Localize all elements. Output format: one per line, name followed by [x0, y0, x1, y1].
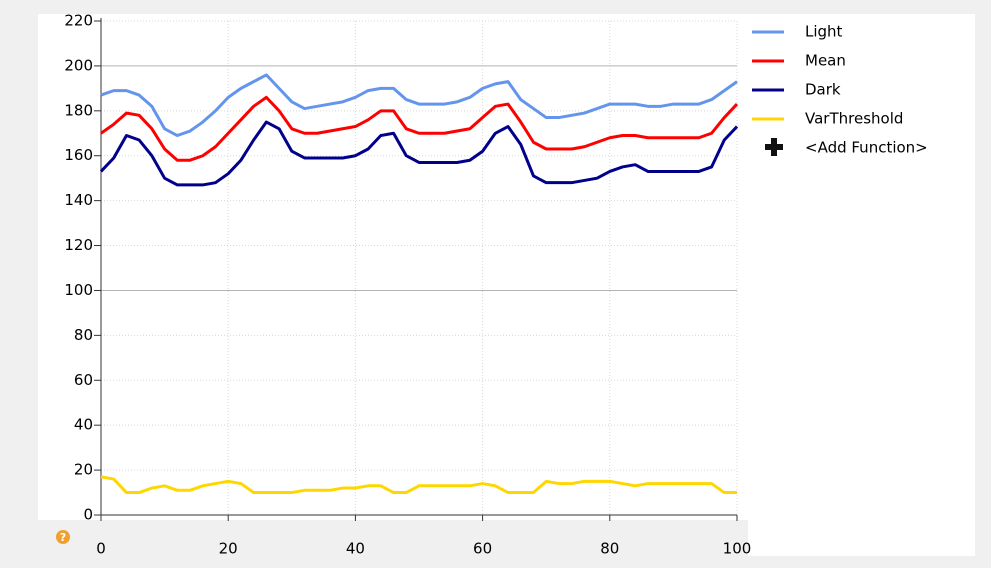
y-tick-label: 180 — [64, 101, 93, 119]
x-tick-label: 100 — [723, 540, 752, 558]
y-tick-label: 140 — [64, 191, 93, 209]
legend-label: Mean — [805, 52, 846, 70]
plot-panel — [38, 14, 748, 520]
y-tick-label: 20 — [74, 461, 93, 479]
x-tick-label: 80 — [600, 540, 619, 558]
y-tick-label: 60 — [74, 371, 93, 389]
x-tick-label: 40 — [346, 540, 365, 558]
legend-label: Light — [805, 23, 843, 41]
add-icon[interactable] — [765, 138, 783, 156]
x-tick-label: 60 — [473, 540, 492, 558]
help-icon-text: ? — [60, 531, 66, 544]
series-line — [99, 120, 739, 187]
legend-label: Dark — [805, 81, 841, 99]
y-tick-label: 160 — [64, 146, 93, 164]
legend-panel — [748, 14, 975, 556]
series-line — [100, 73, 738, 138]
y-tick-label: 120 — [64, 236, 93, 254]
y-tick-label: 80 — [74, 326, 93, 344]
help-icon[interactable] — [56, 530, 70, 544]
y-tick-label: 0 — [83, 506, 93, 524]
legend-label: VarThreshold — [805, 110, 903, 128]
y-tick-label: 100 — [64, 281, 93, 299]
x-tick-label: 0 — [96, 540, 106, 558]
x-tick-label: 20 — [219, 540, 238, 558]
y-tick-label: 200 — [64, 56, 93, 74]
series-line — [100, 95, 739, 162]
y-tick-label: 220 — [64, 12, 93, 30]
add-function[interactable]: <Add Function> — [805, 139, 928, 157]
y-tick-label: 40 — [74, 416, 93, 434]
series-line — [100, 475, 737, 495]
